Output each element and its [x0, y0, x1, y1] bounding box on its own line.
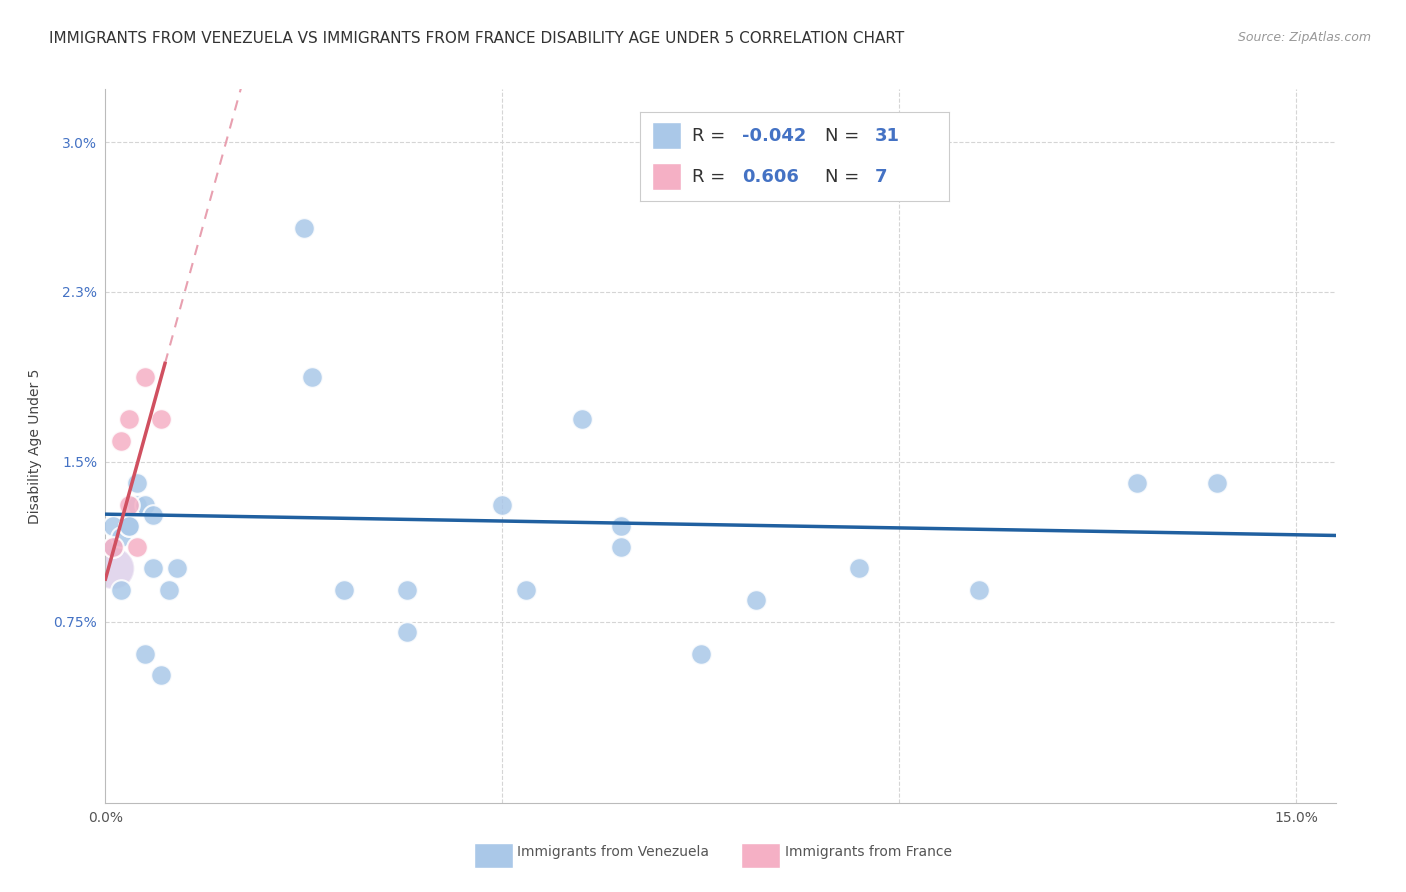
Point — [134, 369, 156, 384]
Point — [301, 369, 323, 384]
Text: -0.042: -0.042 — [742, 127, 806, 145]
Point — [103, 540, 125, 554]
Point — [110, 434, 132, 448]
Point — [292, 220, 315, 235]
Point — [142, 561, 165, 575]
Point — [118, 519, 141, 533]
Y-axis label: Disability Age Under 5: Disability Age Under 5 — [28, 368, 42, 524]
Point — [515, 582, 537, 597]
Point — [689, 647, 711, 661]
Text: Immigrants from France: Immigrants from France — [785, 845, 952, 859]
Point — [967, 582, 990, 597]
Point — [396, 625, 419, 640]
Point — [134, 498, 156, 512]
Text: 7: 7 — [875, 168, 887, 186]
Point — [332, 582, 354, 597]
Text: Immigrants from Venezuela: Immigrants from Venezuela — [517, 845, 710, 859]
Point — [610, 519, 633, 533]
Point — [127, 540, 149, 554]
Point — [103, 519, 125, 533]
Point — [118, 498, 141, 512]
Point — [103, 540, 125, 554]
Point — [142, 508, 165, 523]
Point — [110, 582, 132, 597]
Point — [118, 412, 141, 426]
Point — [745, 593, 768, 607]
Point — [610, 540, 633, 554]
Point — [166, 561, 188, 575]
Point — [150, 668, 173, 682]
Point — [157, 582, 180, 597]
Point — [1205, 476, 1227, 491]
Text: R =: R = — [692, 168, 731, 186]
Text: IMMIGRANTS FROM VENEZUELA VS IMMIGRANTS FROM FRANCE DISABILITY AGE UNDER 5 CORRE: IMMIGRANTS FROM VENEZUELA VS IMMIGRANTS … — [49, 31, 904, 46]
Point — [396, 582, 419, 597]
Point — [491, 498, 513, 512]
Text: 31: 31 — [875, 127, 900, 145]
Text: R =: R = — [692, 127, 731, 145]
FancyBboxPatch shape — [652, 163, 682, 190]
Text: Source: ZipAtlas.com: Source: ZipAtlas.com — [1237, 31, 1371, 45]
Point — [1126, 476, 1149, 491]
Text: N =: N = — [825, 168, 865, 186]
Point — [134, 647, 156, 661]
Text: 0.606: 0.606 — [742, 168, 799, 186]
Point — [103, 561, 125, 575]
Point — [150, 412, 173, 426]
Point — [848, 561, 870, 575]
Point — [118, 519, 141, 533]
Point — [127, 498, 149, 512]
Point — [571, 412, 593, 426]
Point — [127, 476, 149, 491]
Point — [110, 529, 132, 543]
Text: N =: N = — [825, 127, 865, 145]
FancyBboxPatch shape — [652, 122, 682, 149]
